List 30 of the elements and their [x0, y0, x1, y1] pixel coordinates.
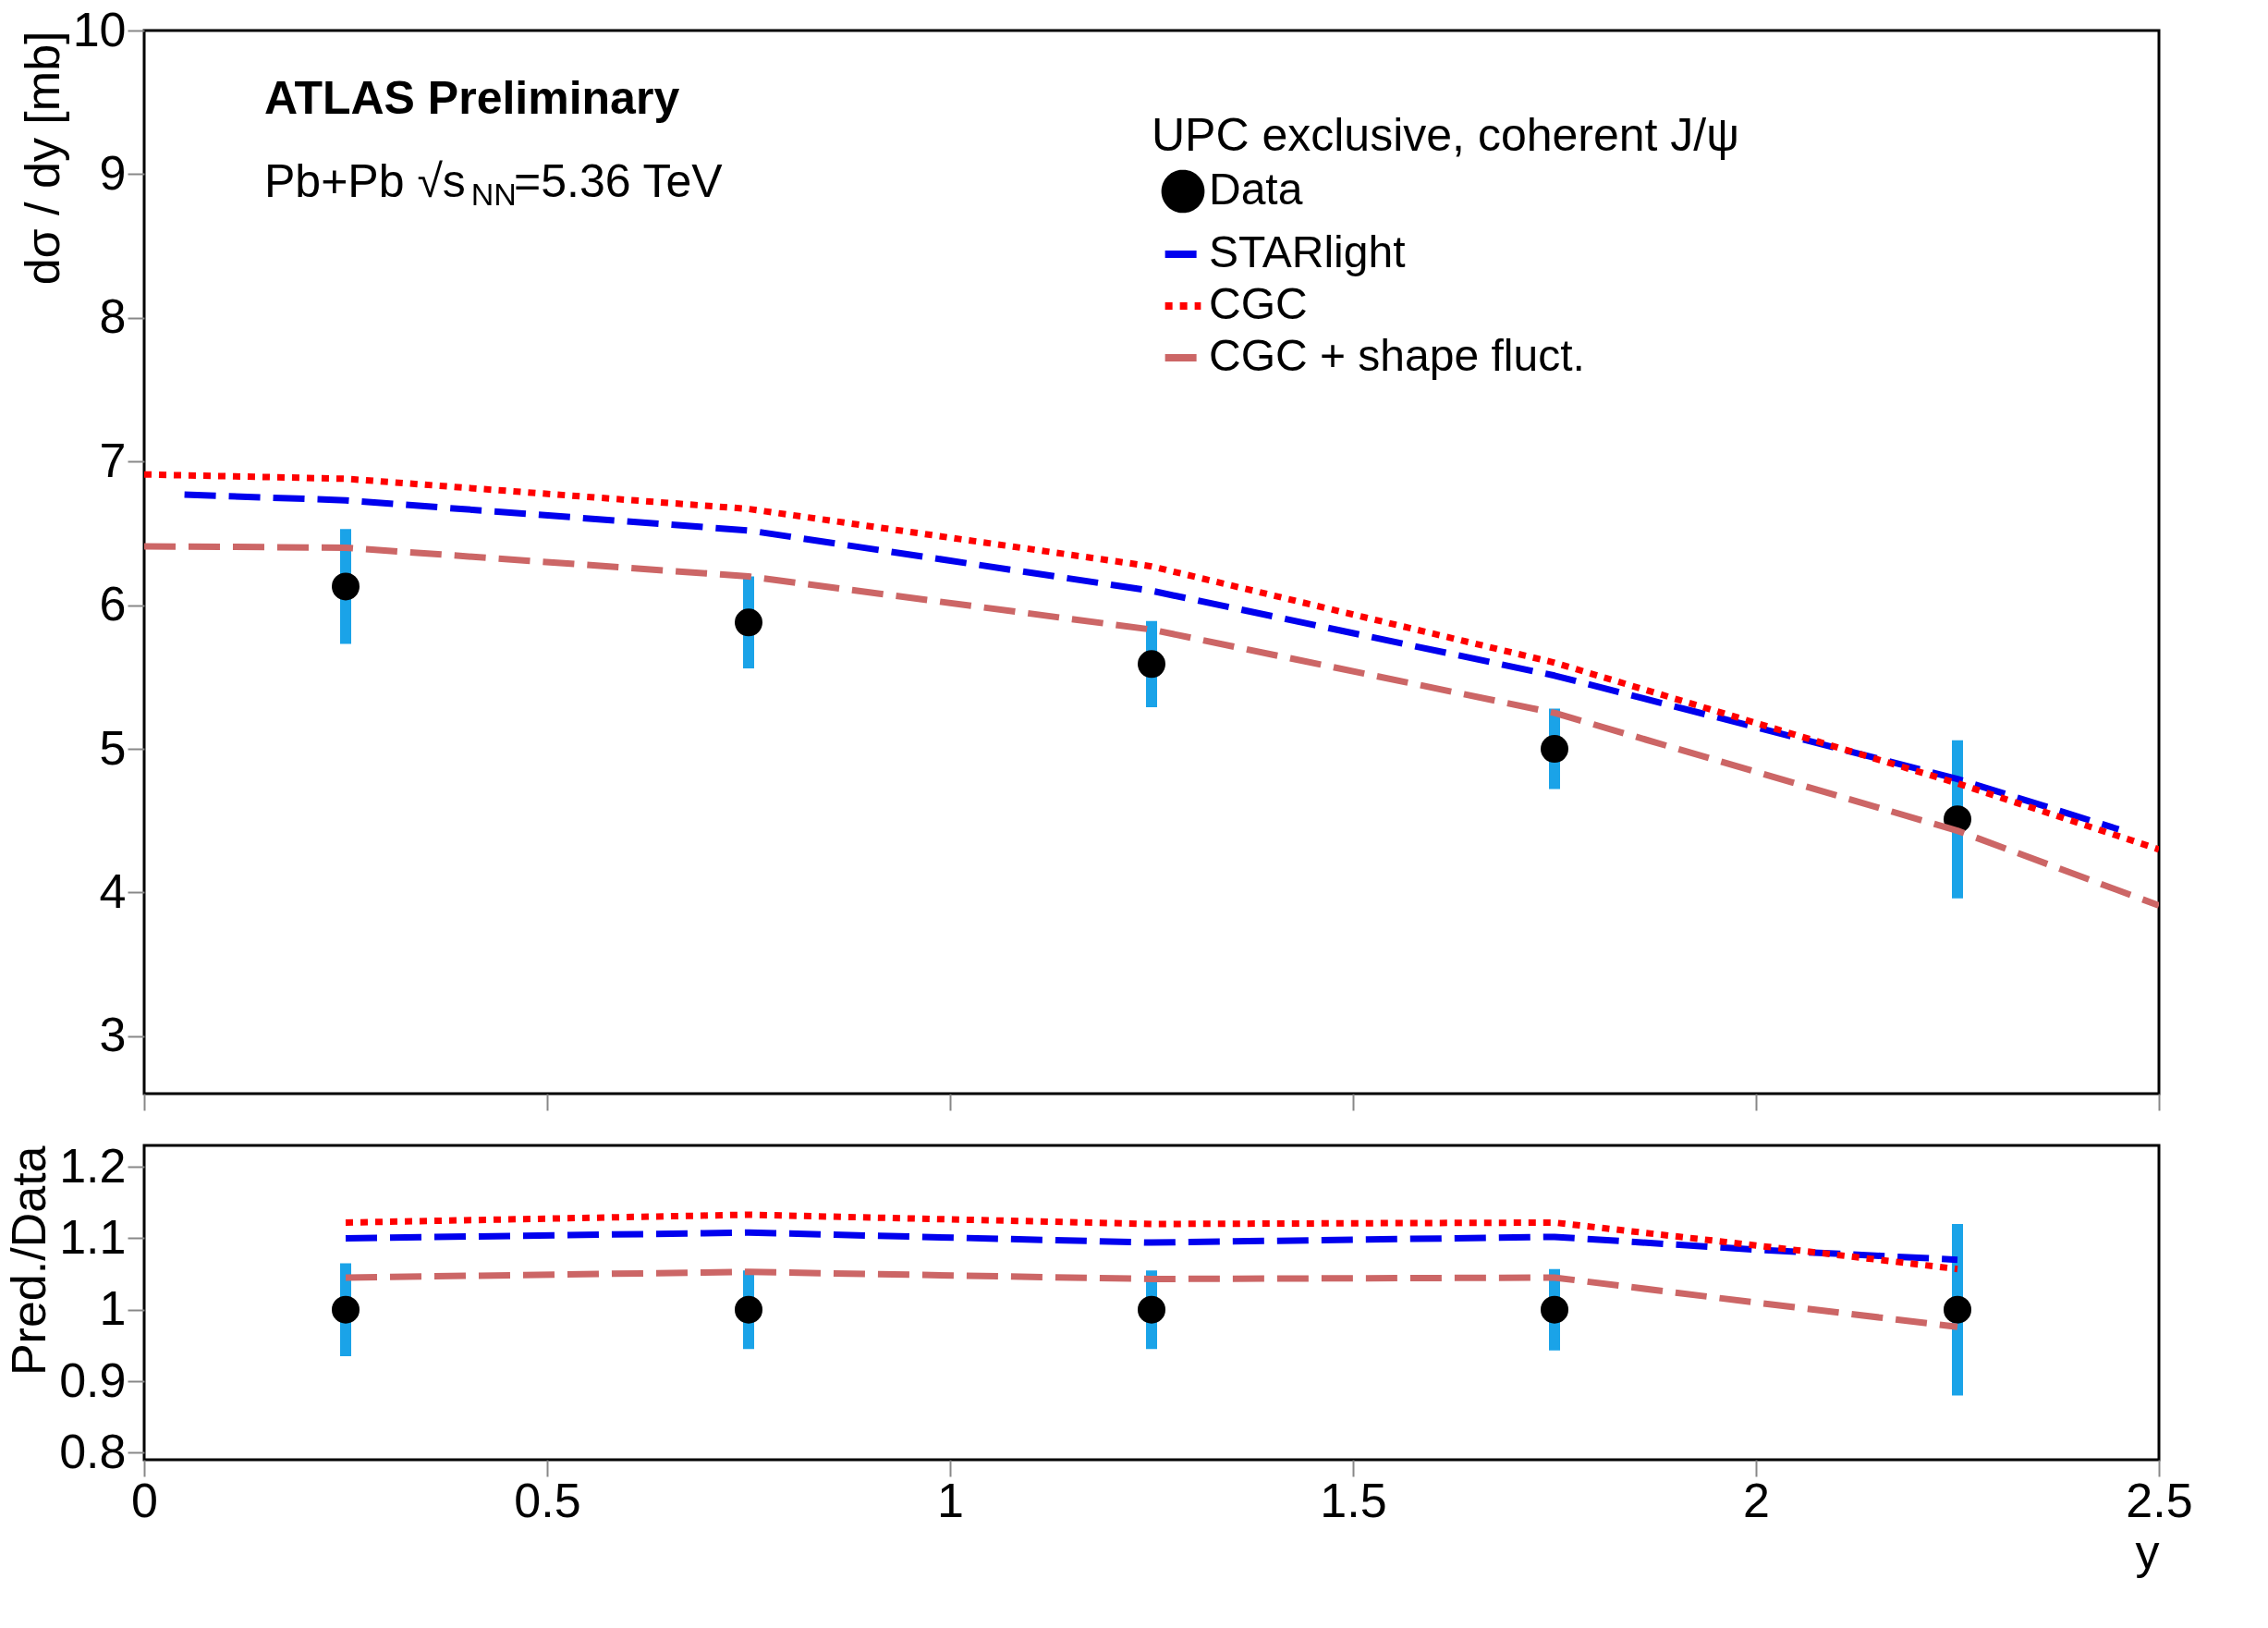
y-tick-label: 1: [99, 1281, 127, 1336]
x-tick-label: 2: [1743, 1473, 1770, 1527]
y-tick-label: 3: [99, 1008, 127, 1062]
y-tick-label: 8: [99, 289, 127, 344]
y-tick-label: 7: [99, 433, 127, 487]
annotation: UPC exclusive, coherent J/ψ: [1152, 109, 1739, 161]
legend-label: STARlight: [1209, 227, 1406, 276]
x-tick-label: 0: [131, 1473, 158, 1527]
legend-label: Data: [1209, 165, 1303, 214]
y-tick-label: 0.8: [59, 1424, 127, 1478]
y-axis-title: dσ / dy [mb]: [15, 31, 69, 286]
annotation: ATLAS Preliminary: [264, 72, 680, 124]
y-tick-label: 5: [99, 720, 127, 775]
point: [1541, 735, 1568, 763]
x-tick-label: 1: [937, 1473, 964, 1527]
y-tick-label: 0.9: [59, 1353, 127, 1407]
y-tick-label: 6: [99, 577, 127, 631]
y-tick-label: 10: [72, 2, 127, 56]
point: [332, 572, 360, 601]
y-tick-label: 9: [99, 145, 127, 200]
legend-label: CGC + shape fluct.: [1209, 331, 1585, 380]
y-tick-label: 1.1: [59, 1209, 127, 1264]
y-tick-label: 4: [99, 863, 127, 918]
x-tick-label: 1.5: [1320, 1473, 1387, 1527]
point: [1138, 650, 1165, 679]
legend-label: CGC: [1209, 279, 1308, 328]
point: [735, 608, 762, 637]
y-axis-title: Pred./Data: [2, 1145, 56, 1377]
y-tick-label: 1.2: [59, 1138, 127, 1193]
x-tick-label: 0.5: [514, 1473, 581, 1527]
